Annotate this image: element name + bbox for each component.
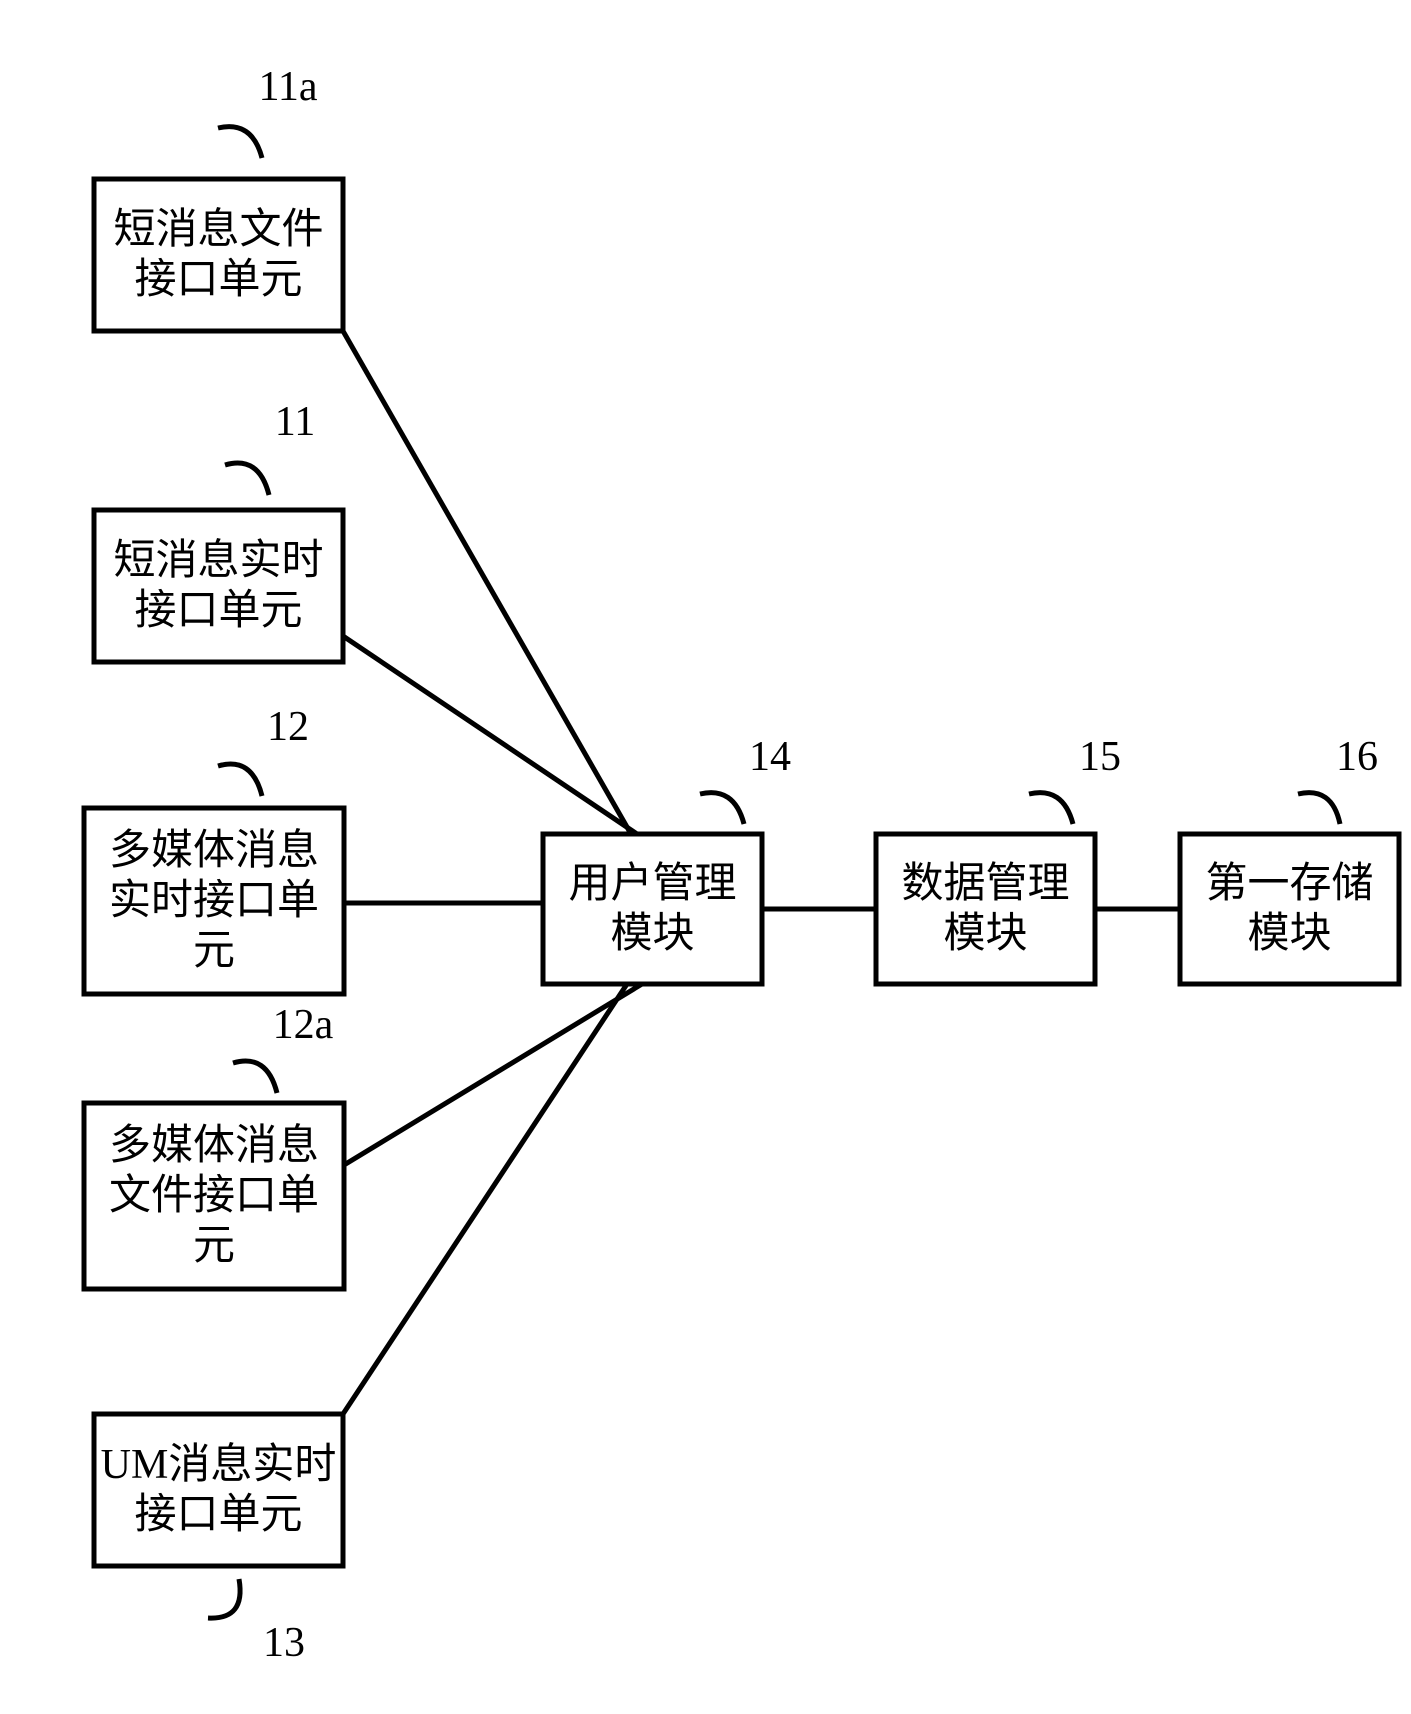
node-label-n16-line0: 第一存储: [1205, 861, 1373, 907]
node-n16: 第一存储模块 16: [1180, 734, 1399, 984]
node-n12a: 多媒体消息文件接口单元 12a: [84, 1002, 344, 1289]
ref-label-n15: 15: [1079, 734, 1121, 780]
node-label-n11-line0: 短消息实时: [113, 537, 323, 584]
ref-label-n12: 12: [267, 704, 309, 750]
node-label-n15-line1: 模块: [943, 911, 1027, 957]
edge-n12a-n14: [344, 984, 642, 1165]
node-label-n12a-line0: 多媒体消息: [109, 1122, 319, 1169]
node-label-n14-line0: 用户管理: [568, 861, 736, 907]
node-n15: 数据管理模块 15: [876, 734, 1121, 984]
ref-label-n12a: 12a: [273, 1002, 334, 1048]
node-label-n14-line1: 模块: [610, 911, 694, 957]
node-n11: 短消息实时接口单元 11: [94, 399, 343, 662]
ref-curl-n12: [218, 764, 262, 796]
node-label-n11a-line1: 接口单元: [134, 257, 302, 303]
node-label-n11-line1: 接口单元: [134, 588, 302, 634]
ref-curl-n15: [1029, 793, 1073, 824]
ref-label-n14: 14: [749, 734, 791, 780]
node-label-n12a-line1: 文件接口单: [109, 1172, 319, 1219]
node-label-n11a-line0: 短消息文件: [113, 206, 323, 253]
ref-label-n13: 13: [263, 1620, 305, 1666]
node-n13: UM消息实时接口单元 13: [94, 1414, 343, 1666]
edge-n11a-n14: [343, 331, 631, 834]
node-label-n13-line1: 接口单元: [134, 1492, 302, 1538]
ref-label-n16: 16: [1336, 734, 1378, 780]
ref-curl-n12a: [233, 1061, 277, 1093]
ref-curl-n14: [700, 793, 744, 824]
node-box-n11: [94, 510, 343, 662]
ref-curl-n16: [1298, 793, 1340, 824]
node-label-n12-line1: 实时接口单: [109, 877, 319, 924]
node-label-n12-line0: 多媒体消息: [109, 827, 319, 874]
node-label-n15-line0: 数据管理: [901, 861, 1069, 907]
node-label-n13-line0: UM消息实时: [101, 1441, 337, 1488]
edge-n13-n14: [343, 984, 627, 1414]
node-box-n11a: [94, 179, 343, 331]
node-box-n16: [1180, 834, 1399, 984]
ref-curl-n11: [225, 463, 269, 495]
node-label-n12a-line2: 元: [193, 1223, 235, 1269]
node-n14: 用户管理模块 14: [543, 734, 791, 984]
node-n11a: 短消息文件接口单元 11a: [94, 64, 343, 331]
edge-n11-n14: [343, 636, 637, 834]
node-box-n15: [876, 834, 1095, 984]
ref-curl-n13: [208, 1579, 240, 1618]
node-label-n12-line2: 元: [193, 928, 235, 974]
block-diagram: 短消息文件接口单元11a短消息实时接口单元11多媒体消息实时接口单元12多媒体消…: [0, 0, 1411, 1714]
node-n12: 多媒体消息实时接口单元 12: [84, 704, 344, 994]
node-box-n13: [94, 1414, 343, 1566]
ref-label-n11: 11: [275, 399, 315, 445]
node-box-n14: [543, 834, 762, 984]
node-label-n16-line1: 模块: [1247, 911, 1331, 957]
ref-curl-n11a: [218, 127, 262, 158]
ref-label-n11a: 11a: [258, 64, 317, 110]
